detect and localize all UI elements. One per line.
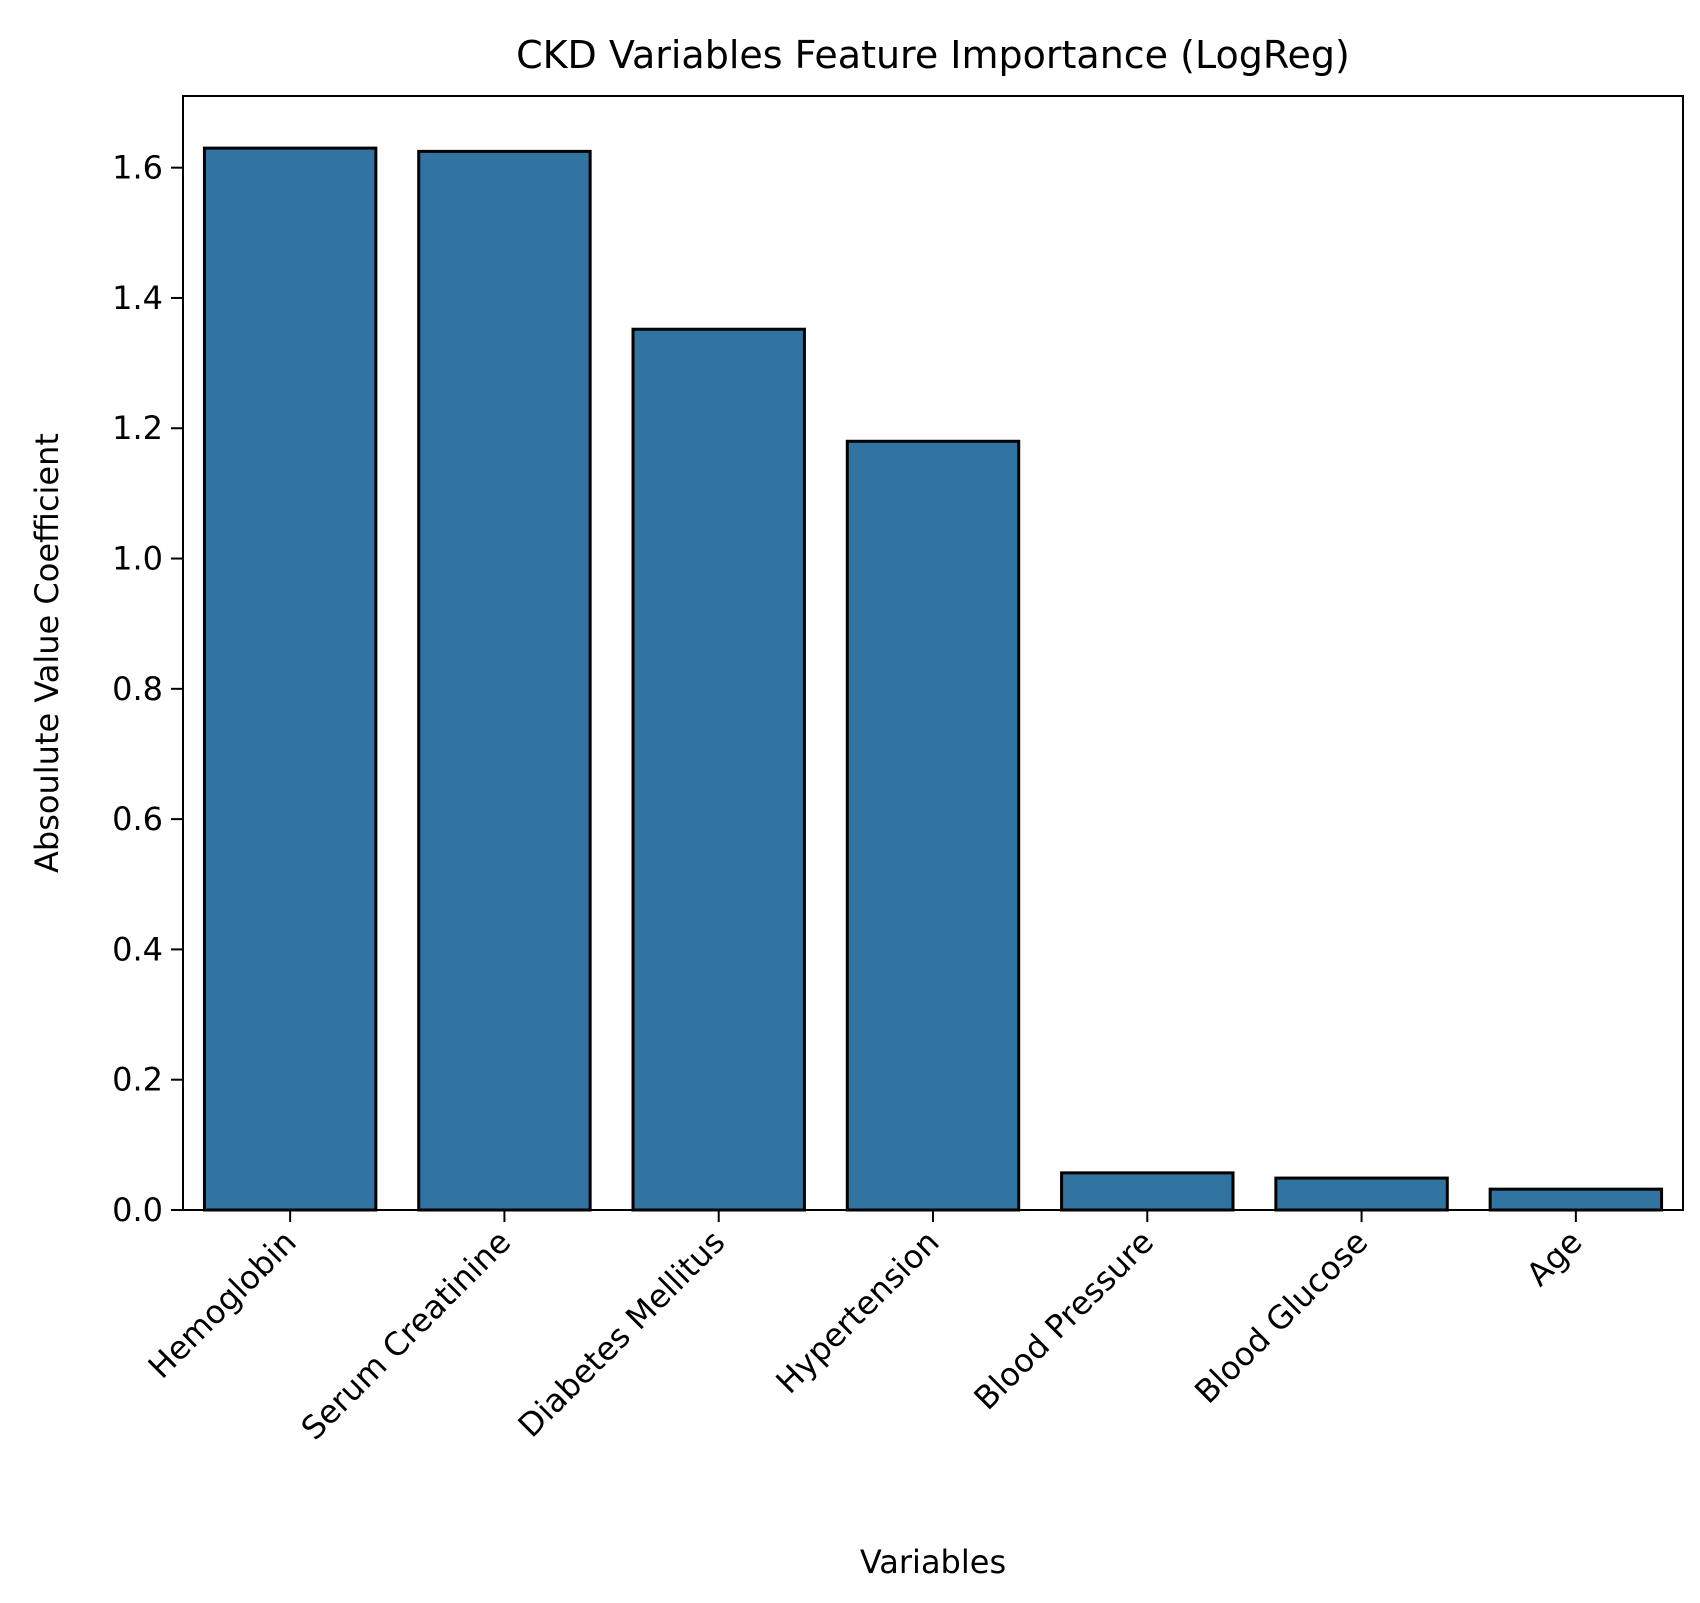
x-axis-label: Variables — [860, 1543, 1006, 1581]
bars-group — [202, 146, 1664, 1212]
x-tick-label: Hemoglobin — [141, 1223, 304, 1386]
y-tick-label: 0.4 — [112, 930, 163, 968]
bar-hypertension — [845, 439, 1021, 1212]
x-tick-label: Serum Creatinine — [294, 1223, 518, 1447]
x-tick-label: Diabetes Mellitus — [511, 1223, 733, 1445]
x-tick-label: Hypertension — [768, 1223, 946, 1401]
y-tick-label: 1.6 — [112, 149, 163, 187]
y-tick-label: 0.8 — [112, 670, 163, 708]
y-tick-label: 1.4 — [112, 279, 163, 317]
bar-serum-creatinine — [417, 149, 592, 1212]
chart-title: CKD Variables Feature Importance (LogReg… — [516, 33, 1350, 77]
x-tick-label: Blood Pressure — [966, 1223, 1161, 1418]
y-tick-label: 0.6 — [112, 800, 163, 838]
bar-diabetes-mellitus — [631, 327, 806, 1212]
bar-blood-pressure — [1060, 1171, 1235, 1212]
x-tick-label: Blood Glucose — [1187, 1223, 1375, 1411]
x-tick-label: Age — [1519, 1223, 1590, 1294]
bar-hemoglobin — [202, 146, 378, 1212]
y-axis: 0.0 0.2 0.4 0.6 0.8 1.0 1.2 1.4 1.6 — [112, 149, 183, 1229]
bar-blood-glucose — [1274, 1176, 1449, 1212]
y-tick-label: 1.2 — [112, 409, 163, 447]
y-tick-label: 0.0 — [112, 1191, 163, 1229]
y-tick-label: 0.2 — [112, 1061, 163, 1099]
bar-age — [1488, 1187, 1664, 1212]
y-tick-label: 1.0 — [112, 540, 163, 578]
y-axis-label: Absoulute Value Coefficient — [28, 433, 66, 873]
